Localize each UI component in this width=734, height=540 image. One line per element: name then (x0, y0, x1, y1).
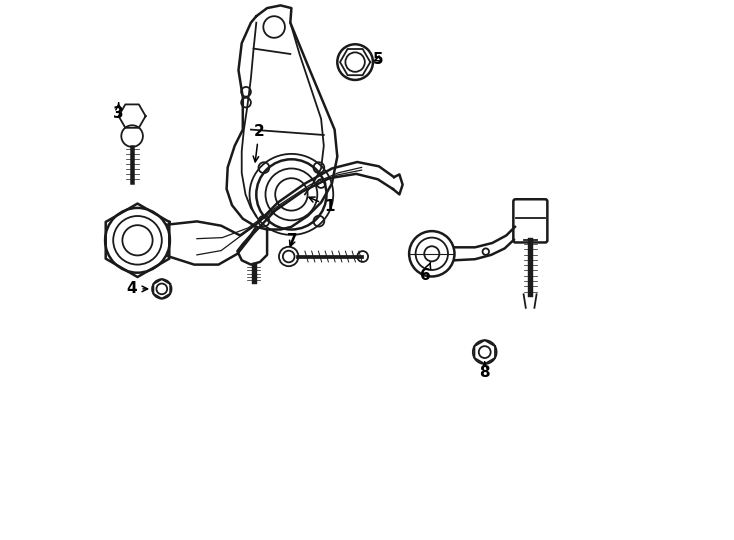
Text: 2: 2 (253, 124, 264, 162)
Text: 8: 8 (479, 362, 490, 380)
Text: 5: 5 (372, 52, 383, 67)
Text: 6: 6 (420, 262, 431, 283)
Text: 4: 4 (127, 281, 148, 296)
Text: 1: 1 (309, 197, 335, 214)
Text: 7: 7 (287, 233, 298, 248)
Text: 3: 3 (113, 103, 124, 121)
